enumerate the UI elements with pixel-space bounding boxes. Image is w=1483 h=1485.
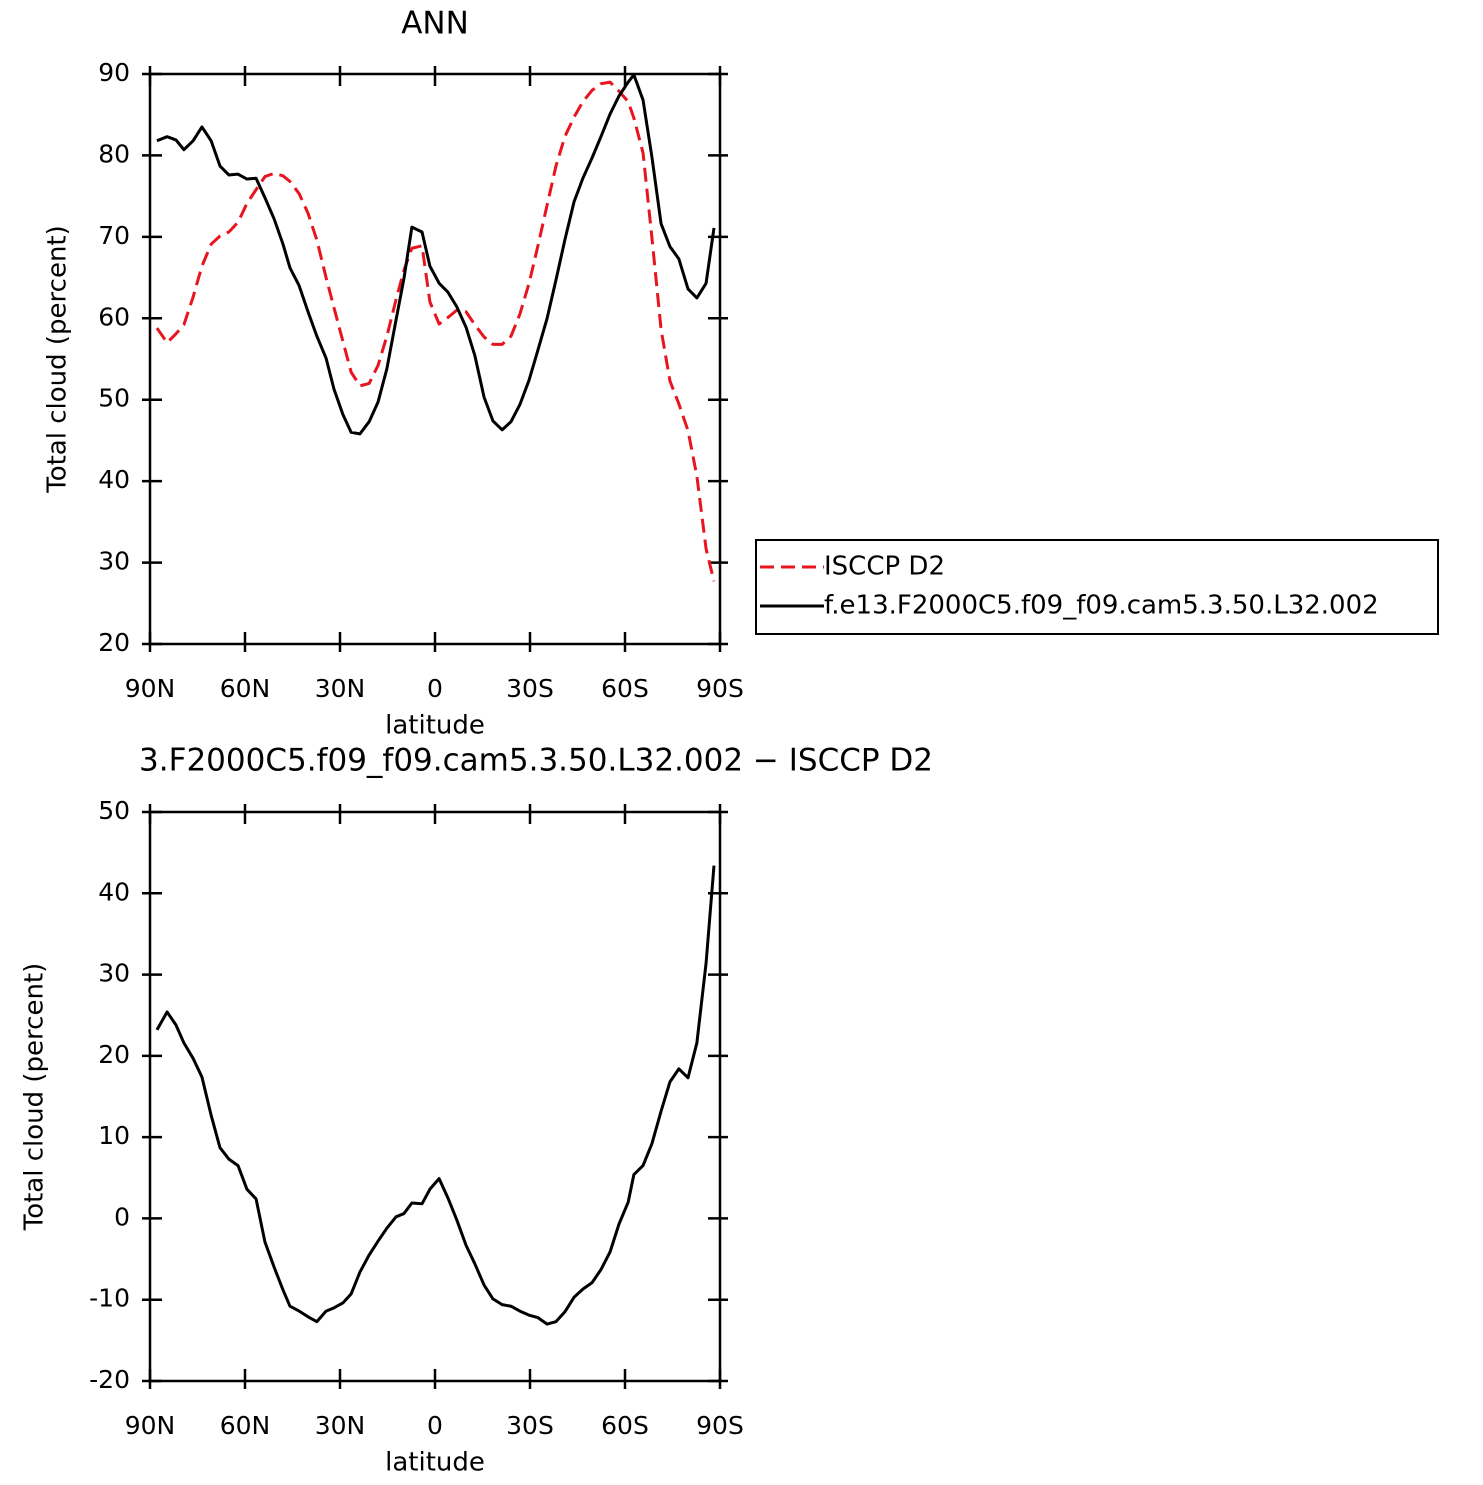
x-tick-label: 90S <box>696 674 744 703</box>
y-tick-label: 60 <box>98 302 130 331</box>
y-axis-label: Total cloud (percent) <box>43 225 73 494</box>
plot-frame <box>148 72 722 646</box>
data-line <box>155 865 716 1326</box>
x-tick-label: 90N <box>125 1411 176 1440</box>
x-tick-label: 60N <box>220 674 271 703</box>
x-axis-label: latitude <box>385 711 485 741</box>
chart-title: ANN <box>401 6 469 42</box>
x-tick-label: 0 <box>427 674 443 703</box>
y-tick-label: 0 <box>114 1202 130 1231</box>
y-tick-label: 70 <box>98 221 130 250</box>
y-tick-label: 10 <box>98 1121 130 1150</box>
x-tick-label: 30S <box>506 1411 554 1440</box>
y-tick-label: 20 <box>98 1040 130 1069</box>
y-axis-label: Total cloud (percent) <box>20 963 50 1232</box>
data-line <box>155 80 716 582</box>
y-tick-label: 50 <box>98 796 130 825</box>
x-tick-label: 60S <box>601 674 649 703</box>
legend-box <box>755 539 1439 635</box>
x-tick-label: 90N <box>125 674 176 703</box>
y-tick-label: 50 <box>98 384 130 413</box>
legend-label: ISCCP D2 <box>824 552 945 582</box>
y-tick-label: -10 <box>89 1284 130 1313</box>
x-tick-label: 30N <box>315 1411 366 1440</box>
y-tick-label: 90 <box>98 58 130 87</box>
x-tick-label: 60N <box>220 1411 271 1440</box>
x-tick-label: 60S <box>601 1411 649 1440</box>
x-tick-label: 30N <box>315 674 366 703</box>
data-line <box>156 73 716 436</box>
legend-label: f.e13.F2000C5.f09_f09.cam5.3.50.L32.002 <box>824 591 1379 621</box>
y-tick-label: 30 <box>98 547 130 576</box>
plot-frame <box>148 810 722 1383</box>
chart-title: 3.F2000C5.f09_f09.cam5.3.50.L32.002 − IS… <box>139 743 933 779</box>
x-tick-label: 0 <box>427 1411 443 1440</box>
y-tick-label: 40 <box>98 877 130 906</box>
y-tick-label: 30 <box>98 959 130 988</box>
x-tick-label: 30S <box>506 674 554 703</box>
y-tick-label: 40 <box>98 465 130 494</box>
x-axis-label: latitude <box>385 1448 485 1478</box>
y-tick-label: 80 <box>98 139 130 168</box>
x-tick-label: 90S <box>696 1411 744 1440</box>
y-tick-label: 20 <box>98 628 130 657</box>
y-tick-label: -20 <box>89 1365 130 1394</box>
